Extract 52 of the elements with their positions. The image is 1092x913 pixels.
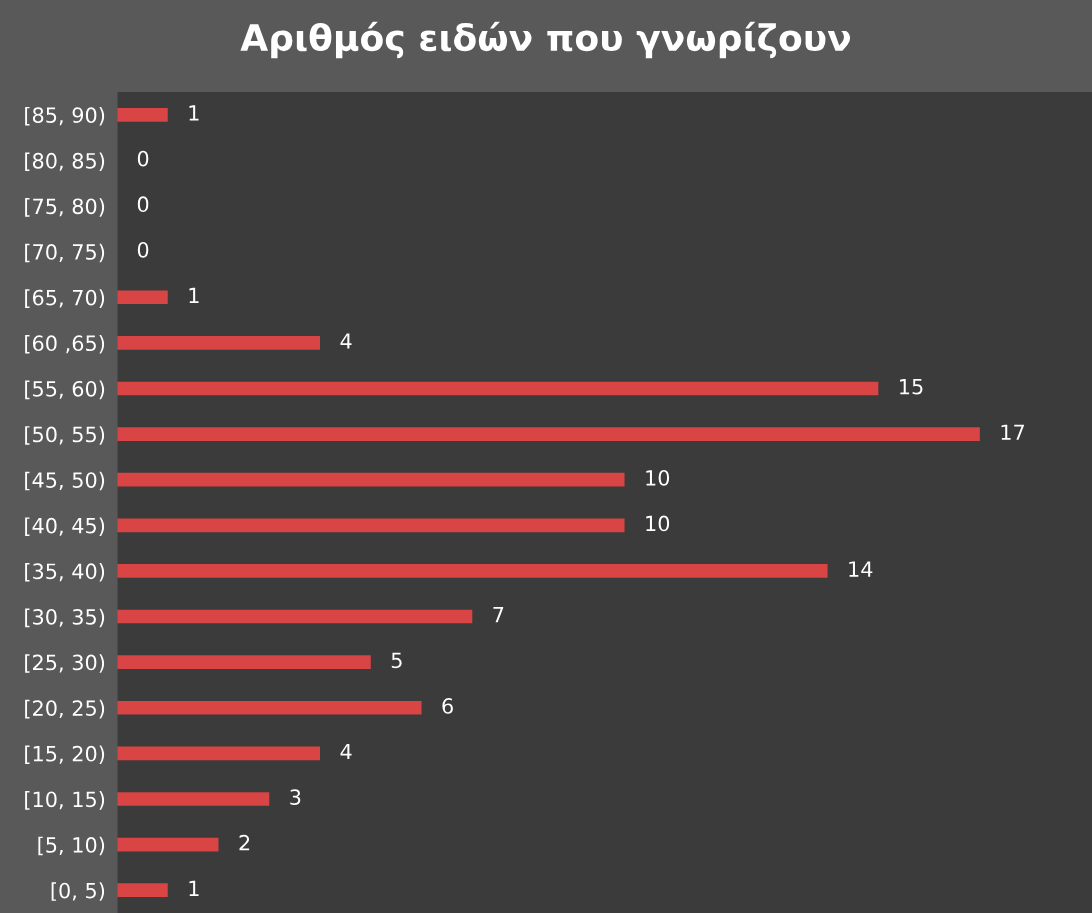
data-label: 1 <box>189 105 199 121</box>
bar <box>117 336 321 350</box>
bar <box>117 746 321 761</box>
data-label: 3 <box>290 789 301 806</box>
bar <box>117 883 168 898</box>
y-tick-label: [25, 30) <box>25 654 105 673</box>
bar <box>117 655 371 669</box>
data-label: 0 <box>137 196 149 213</box>
bar <box>117 609 473 624</box>
y-tick-label: [80, 85) <box>25 152 105 172</box>
y-tick-label: [55, 60) <box>25 380 105 400</box>
bar <box>117 381 879 396</box>
data-label: 14 <box>849 561 873 577</box>
bar <box>117 792 270 806</box>
y-tick-label: [0, 5) <box>51 882 105 901</box>
bar <box>117 518 625 533</box>
data-label: 7 <box>493 607 504 623</box>
data-label: 6 <box>442 698 453 714</box>
bar <box>117 107 168 122</box>
data-label: 1 <box>189 880 199 896</box>
y-tick-label: [5, 10) <box>38 836 105 856</box>
bar <box>117 837 219 852</box>
y-tick-label: [10, 15) <box>25 791 105 810</box>
y-tick-label: [35, 40) <box>25 563 105 582</box>
y-tick-label: [50, 55) <box>25 426 105 445</box>
y-tick-label: [45, 50) <box>25 471 105 491</box>
y-tick-label: [40, 45) <box>25 517 105 536</box>
bar <box>117 564 828 578</box>
bar <box>117 472 625 487</box>
data-label: 15 <box>900 379 923 395</box>
data-label: 0 <box>137 150 149 167</box>
y-tick-label: [20, 25) <box>25 699 105 719</box>
data-label: 2 <box>239 834 250 851</box>
bar <box>117 700 422 715</box>
y-tick-label: [75, 80) <box>25 198 105 217</box>
data-label: 17 <box>1001 424 1025 440</box>
y-tick-label: [60 ,65) <box>25 334 105 354</box>
y-tick-label: [15, 20) <box>25 745 105 765</box>
bar <box>117 427 980 441</box>
y-tick-label: [85, 90) <box>25 106 105 126</box>
data-label: 0 <box>137 241 149 258</box>
y-tick-label: [70, 75) <box>25 243 105 263</box>
y-tick-label: [30, 35) <box>25 608 105 628</box>
y-tick-label: [65, 70) <box>25 289 105 308</box>
data-label: 4 <box>340 333 352 349</box>
chart-title: Αριθμός ειδών που γνωρίζουν <box>240 21 851 59</box>
data-label: 5 <box>391 652 402 669</box>
bar <box>117 290 168 305</box>
data-label: 4 <box>340 743 352 760</box>
data-label: 10 <box>646 515 670 532</box>
data-label: 1 <box>189 287 199 303</box>
data-label: 10 <box>646 469 670 486</box>
